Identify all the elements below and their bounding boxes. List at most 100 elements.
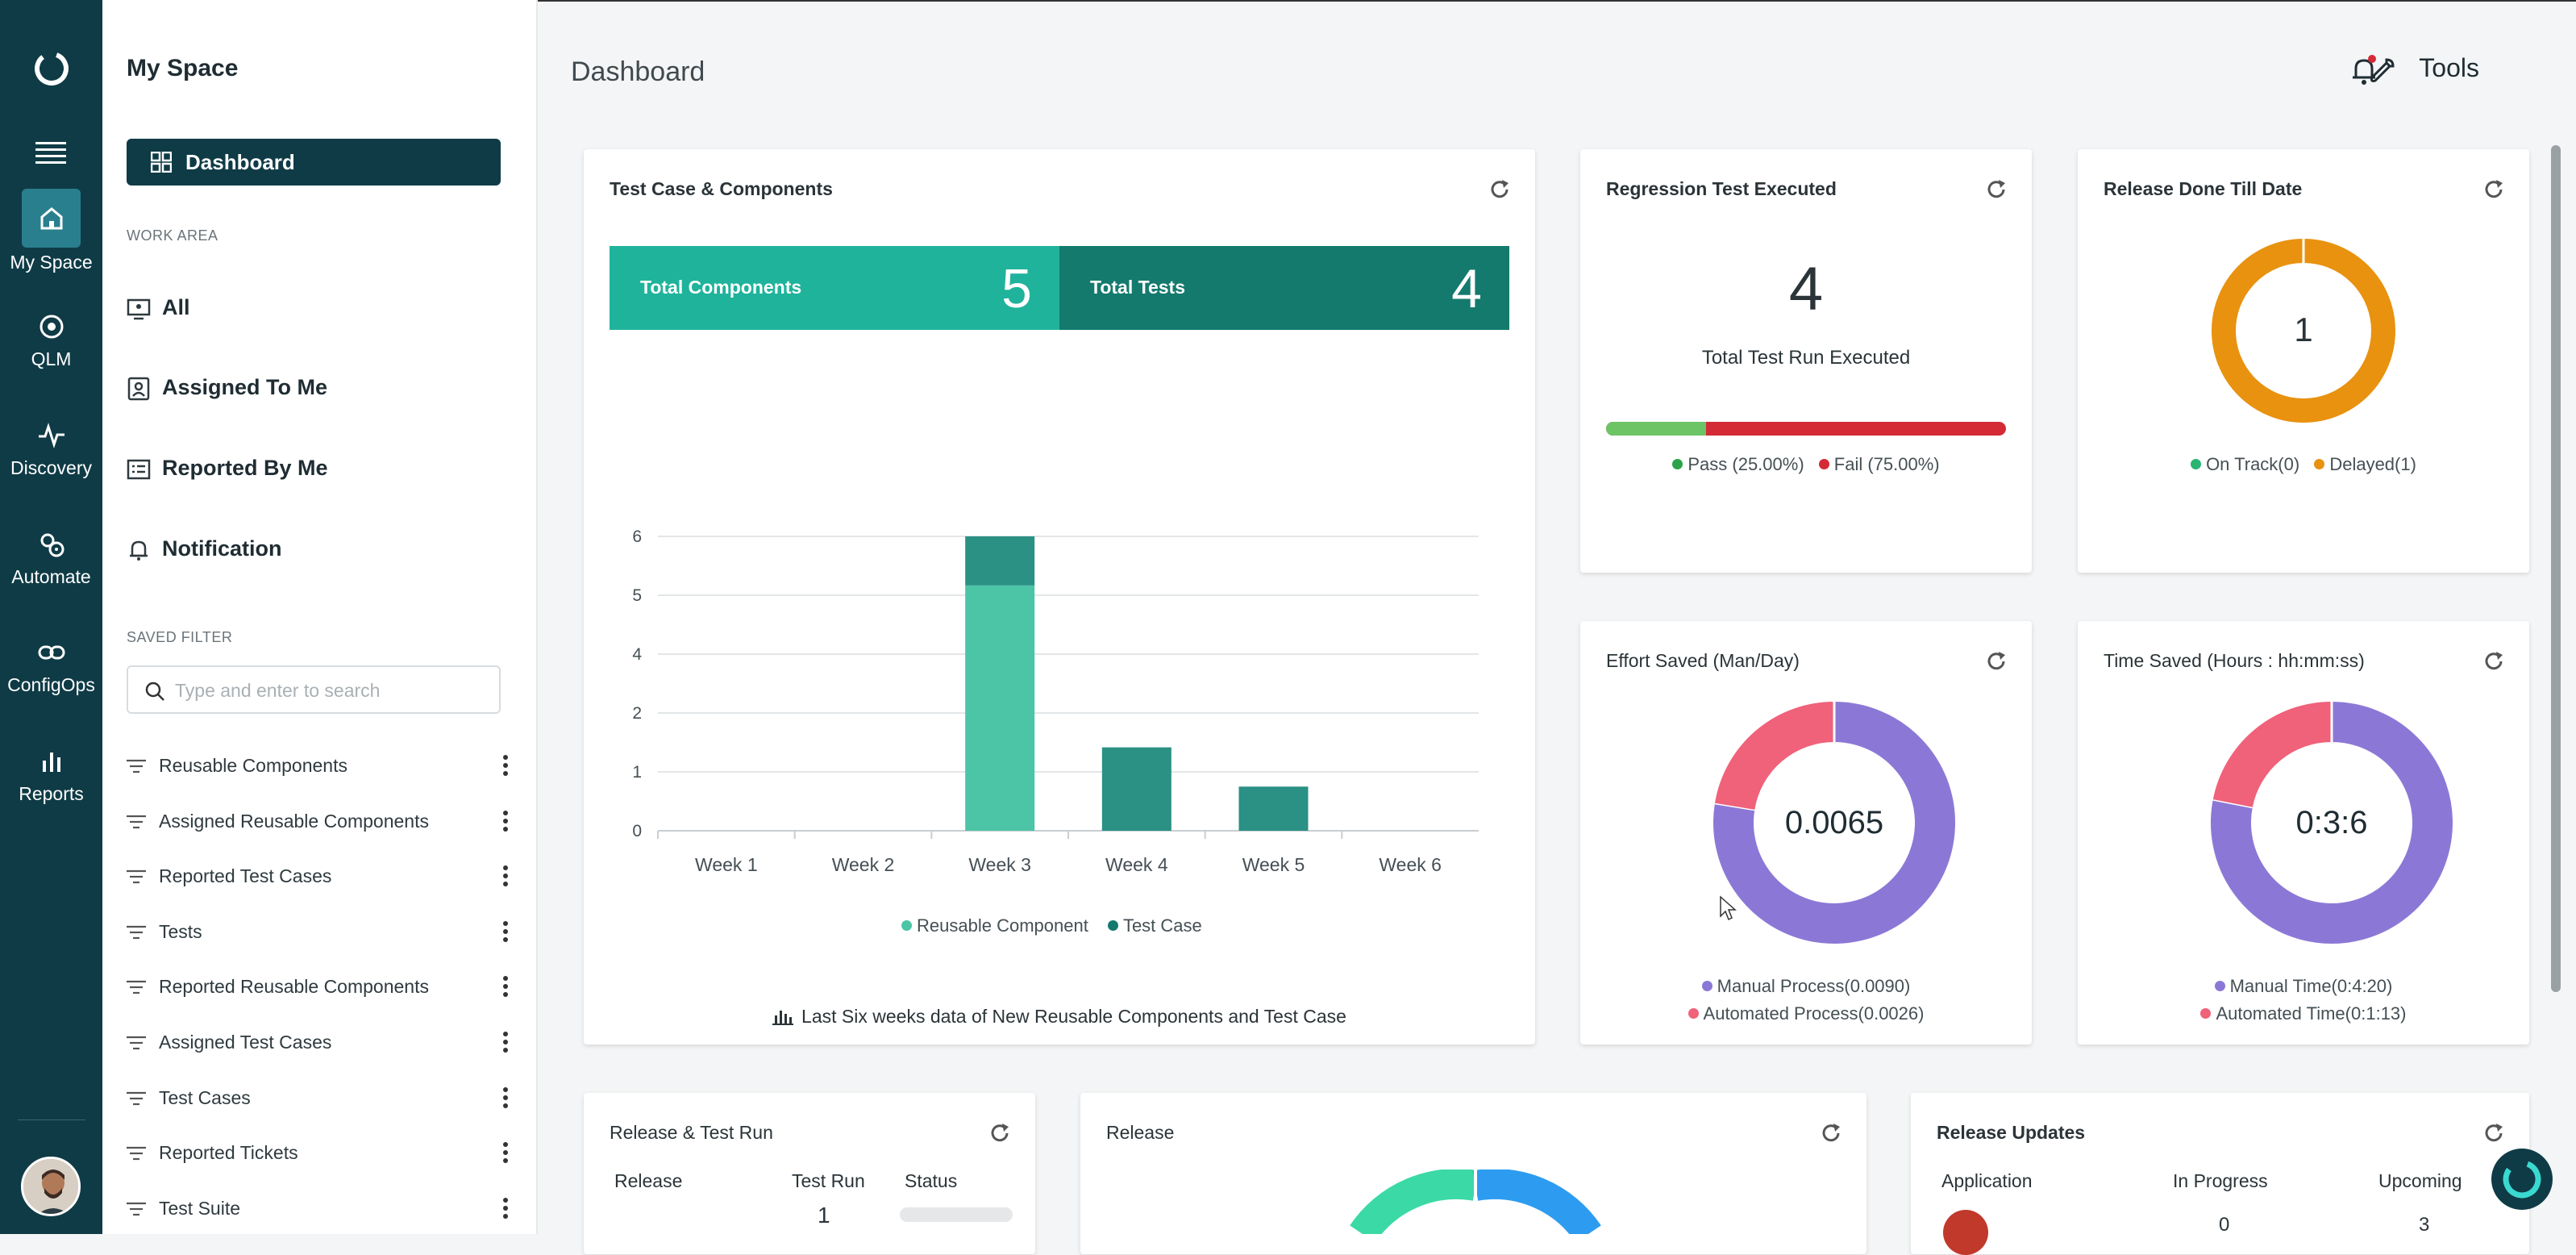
saved-filter-item[interactable]: Reported Test Cases [127,861,514,893]
rail-item-configops[interactable]: ConfigOps [0,637,102,696]
sidebar-title: My Space [127,55,239,81]
time-legend-manual: Manual Time(0:4:20) [2078,976,2529,997]
y-tick-label: 1 [632,763,642,782]
x-tick-label: Week 1 [695,854,758,875]
filter-icon [127,981,146,994]
app-rail: My Space QLM Discovery Automate ConfigOp… [0,0,102,1234]
saved-filter-label: Reported Tickets [159,1142,298,1164]
refresh-icon[interactable] [1985,178,2008,201]
col-in-progress: In Progress [2173,1170,2268,1191]
effort-saved-card: Effort Saved (Man/Day) 0.0065 Manual Pro… [1580,621,2032,1044]
top-header: Dashboard Tools [538,0,2576,145]
legend-testcase: Test Case [1107,915,1202,936]
bar-chart-icon [772,1010,794,1025]
x-tick-label: Week 6 [1379,854,1442,875]
refresh-icon[interactable] [988,1122,1011,1145]
refresh-icon[interactable] [2482,1122,2505,1145]
kebab-menu-icon[interactable] [497,1195,514,1222]
assistant-button[interactable] [2491,1149,2553,1210]
kebab-menu-icon[interactable] [497,1084,514,1111]
rail-item-automate[interactable]: Automate [0,529,102,588]
filter-icon [127,1091,146,1105]
saved-filter-item[interactable]: Assigned Reusable Components [127,806,514,838]
rail-item-discovery[interactable]: Discovery [0,420,102,479]
saved-filter-item[interactable]: Reported Reusable Components [127,971,514,1003]
filter-icon [127,1036,146,1050]
gears-icon [40,533,64,557]
refresh-icon[interactable] [1985,650,2008,673]
sidebar-item-dashboard[interactable]: Dashboard [127,139,501,186]
release-donut [1350,1170,1601,1234]
release-card: Release [1080,1093,1866,1254]
saved-filter-label: Reusable Components [159,755,347,776]
release-done-legend: On Track(0) Delayed(1) [2078,454,2529,475]
row-in-progress: 0 [2219,1214,2230,1236]
col-upcoming: Upcoming [2378,1170,2462,1191]
kebab-menu-icon[interactable] [497,973,514,1000]
filter-icon [127,1147,146,1161]
saved-filter-item[interactable]: Test Suite [127,1193,514,1225]
work-area-heading: WORK AREA [127,227,218,244]
tools-button[interactable]: Tools [2370,53,2479,83]
link-icon [38,645,65,660]
refresh-icon[interactable] [1820,1122,1842,1145]
time-saved-value: 0:3:6 [2295,805,2368,840]
saved-filter-item[interactable]: Test Cases [127,1082,514,1115]
sidebar-item-label: Dashboard [185,150,295,174]
target-icon [40,315,63,339]
y-tick-label: 5 [632,586,642,605]
rail-item-label: Automate [11,566,91,587]
app-logo[interactable] [31,48,72,89]
card-title: Release & Test Run [610,1122,773,1143]
effort-legend-manual: Manual Process(0.0090) [1580,976,2032,997]
saved-filter-item[interactable]: Reusable Components [127,750,514,782]
automated-process-arc [1714,702,1835,811]
pass-fill [1606,422,1706,436]
time-legend-automated: Automated Time(0:1:13) [2078,1003,2529,1024]
x-tick-label: Week 2 [832,854,895,875]
release-done-donut [2212,238,2395,423]
filter-search-input[interactable] [173,677,488,704]
saved-filter-label: Assigned Test Cases [159,1032,332,1053]
fail-label: Fail (75.00%) [1833,454,1940,474]
saved-filter-label: Assigned Reusable Components [159,810,429,832]
refresh-icon[interactable] [1488,178,1511,201]
saved-filter-item[interactable]: Assigned Test Cases [127,1027,514,1059]
filter-search-box [127,665,501,714]
y-tick-label: 6 [632,527,642,546]
rail-item-qlm[interactable]: QLM [0,311,102,370]
filter-icon [127,815,146,828]
assigned-icon [127,377,150,401]
filter-icon [127,1202,146,1215]
refresh-icon[interactable] [2482,650,2505,673]
mouse-cursor-icon [1720,895,1737,921]
sidebar-item-label: Reported By Me [162,456,328,480]
kebab-menu-icon[interactable] [497,807,514,835]
automated-time-label: Automated Time(0:1:13) [2216,1003,2407,1024]
bar-test-case [965,536,1035,586]
kebab-menu-icon[interactable] [497,1028,514,1056]
effort-legend-automated: Automated Process(0.0026) [1580,1003,2032,1024]
saved-filter-item[interactable]: Reported Tickets [127,1137,514,1170]
effort-saved-value: 0.0065 [1784,805,1884,840]
total-components-tile: Total Components 5 [610,246,1059,330]
card-title: Release Updates [1937,1122,2086,1143]
total-components-value: 5 [1001,258,1032,319]
kebab-menu-icon[interactable] [497,1139,514,1166]
kebab-menu-icon[interactable] [497,918,514,945]
saved-filter-heading: SAVED FILTER [127,629,233,645]
rail-item-my-space[interactable]: My Space [0,203,102,273]
page-scrollbar[interactable] [2551,145,2561,992]
legend-reusable-label: Reusable Component [917,915,1088,936]
total-components-label: Total Components [640,277,802,298]
avatar[interactable] [21,1157,81,1216]
kebab-menu-icon[interactable] [497,752,514,779]
sidebar-item-label: All [162,295,190,319]
refresh-icon[interactable] [2482,178,2505,201]
kebab-menu-icon[interactable] [497,862,514,890]
menu-icon[interactable] [35,140,68,165]
release-test-run-card: Release & Test Run Release Test Run Stat… [584,1093,1035,1254]
wrench-icon [2370,58,2395,82]
rail-item-reports[interactable]: Reports [0,746,102,805]
saved-filter-item[interactable]: Tests [127,916,514,949]
